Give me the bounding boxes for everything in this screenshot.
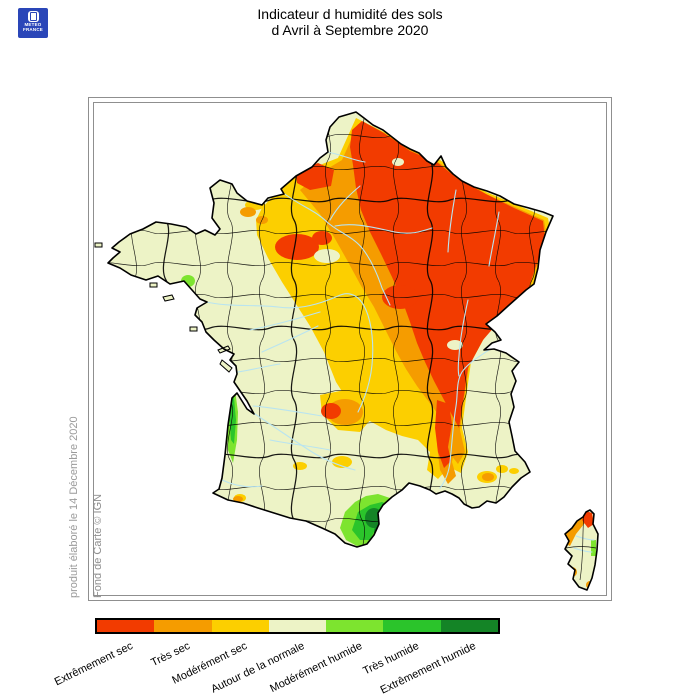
- legend-swatch-3: [268, 620, 327, 632]
- mainland-coastline: [107, 111, 554, 548]
- legend-swatch-0: [97, 620, 155, 632]
- credit-produced: produit élaboré le 14 Décembre 2020: [68, 416, 80, 598]
- logo-line2: FRANCE: [23, 27, 43, 32]
- map-frame-outer: [88, 97, 612, 601]
- corsica-borders: [565, 513, 597, 581]
- legend-swatch-5: [383, 620, 441, 632]
- rivers: [201, 151, 550, 489]
- credit-basemap: Fond de Carte © IGN: [92, 493, 104, 598]
- meteo-france-logo: METEO FRANCE: [18, 8, 48, 38]
- legend-swatch-4: [326, 620, 384, 632]
- corsica-extremely-dry: [582, 511, 594, 528]
- zone-normal-pockets: [314, 158, 463, 350]
- corsica-moderately-humid: [591, 540, 596, 556]
- legend-color-bar: [95, 618, 500, 634]
- islets: [94, 242, 233, 373]
- legend-swatch-1: [154, 620, 212, 632]
- legend-swatch-2: [211, 620, 269, 632]
- corsica-rivers: [573, 535, 595, 553]
- map-title: Indicateur d humidité des sols d Avril à…: [0, 6, 700, 38]
- meteo-france-logo-icon: [27, 11, 39, 22]
- map-title-line2: d Avril à Septembre 2020: [271, 22, 429, 38]
- mainland-france: [108, 112, 553, 547]
- corsica-coastline: [564, 509, 599, 591]
- logo-line1: METEO: [24, 22, 42, 27]
- map-title-line1: Indicateur d humidité des sols: [257, 6, 443, 22]
- map-frame-inner: [93, 102, 607, 596]
- legend-swatch-6: [440, 620, 498, 632]
